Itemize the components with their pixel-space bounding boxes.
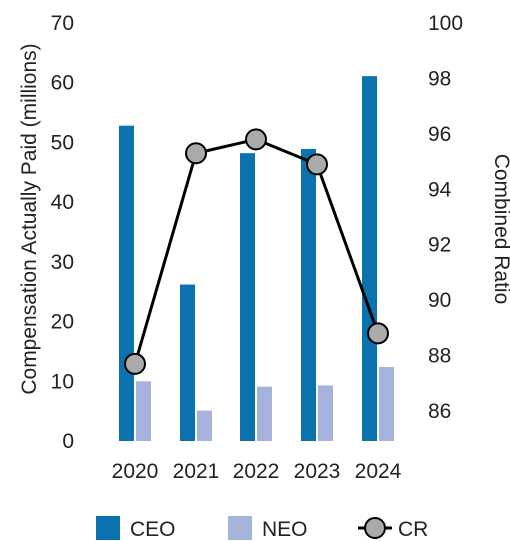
y-axis-ticks: 0 10 20 30 40 50 60 70 [51, 12, 74, 453]
legend-label-neo: NEO [262, 518, 308, 541]
y2-tick-label: 88 [428, 345, 451, 368]
y2-tick-label: 90 [428, 289, 451, 312]
legend-swatch-neo [228, 516, 252, 540]
x-tick-label: 2020 [112, 460, 159, 483]
neo-bar-2022 [257, 386, 272, 441]
legend-label-cr: CR [398, 518, 428, 541]
neo-bar-2023 [318, 385, 333, 441]
y2-tick-label: 86 [428, 400, 451, 423]
bars [119, 76, 394, 442]
legend-swatch-ceo [96, 516, 120, 540]
y2-axis-ticks: 86 88 90 92 94 96 98 100 [428, 12, 463, 423]
cr-point-2021 [185, 142, 207, 165]
y-axis-title: Compensation Actually Paid (millions) [18, 43, 41, 394]
x-axis-ticks: 2020 2021 2022 2023 2024 [112, 460, 402, 483]
cr-line [133, 137, 380, 365]
y-tick-label: 10 [51, 370, 74, 393]
y2-tick-label: 94 [428, 178, 452, 201]
ceo-bar-2020 [119, 125, 134, 442]
y-tick-label: 50 [51, 131, 74, 154]
y2-tick-label: 96 [428, 123, 451, 146]
cr-point-2023 [306, 153, 328, 176]
y2-tick-label: 98 [428, 67, 451, 90]
cr-point-2022 [245, 128, 267, 151]
y2-tick-label: 100 [428, 12, 463, 35]
ceo-bar-2021 [180, 284, 195, 441]
ceo-bar-2022 [240, 153, 255, 442]
ceo-bar-2024 [362, 76, 377, 441]
y2-axis-title: Combined Ratio [490, 154, 510, 305]
x-tick-label: 2022 [233, 460, 280, 483]
y-tick-label: 40 [51, 191, 74, 214]
x-tick-label: 2023 [294, 460, 341, 483]
ceo-bar-2023 [301, 148, 316, 442]
y-tick-label: 20 [51, 311, 74, 334]
cr-point-2020 [124, 352, 146, 375]
neo-bar-2021 [197, 410, 212, 441]
y-tick-label: 30 [51, 251, 74, 274]
legend-marker-cr [364, 517, 386, 539]
legend-label-ceo: CEO [130, 518, 176, 541]
y-tick-label: 60 [51, 72, 74, 95]
cr-point-2024 [367, 322, 389, 345]
cr-line-layer [124, 128, 389, 375]
y-tick-label: 0 [62, 430, 74, 453]
y-tick-label: 70 [51, 12, 74, 35]
neo-bar-2024 [379, 366, 394, 441]
legend: CEO NEO CR [96, 516, 428, 541]
x-tick-label: 2021 [173, 460, 220, 483]
neo-bar-2020 [136, 381, 151, 441]
x-tick-label: 2024 [355, 460, 402, 483]
y2-tick-label: 92 [428, 234, 451, 257]
